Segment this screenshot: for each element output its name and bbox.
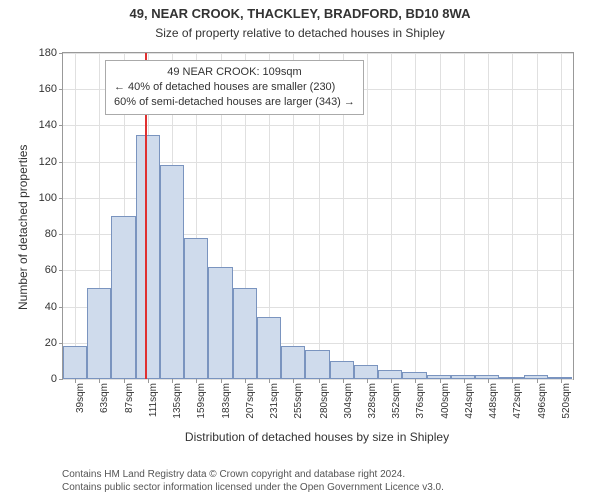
histogram-bar <box>451 375 475 379</box>
histogram-bar <box>548 377 572 379</box>
y-tick-mark <box>59 379 63 380</box>
figure-container: { "title": { "main": "49, NEAR CROOK, TH… <box>0 0 600 500</box>
histogram-bar <box>208 267 232 379</box>
histogram-bar <box>499 377 523 379</box>
y-tick-label: 20 <box>45 337 57 349</box>
x-tick-label: 352sqm <box>391 383 402 419</box>
y-tick-mark <box>59 307 63 308</box>
y-tick-mark <box>59 162 63 163</box>
y-tick-mark <box>59 198 63 199</box>
histogram-bar <box>354 365 378 379</box>
x-tick-label: 424sqm <box>464 383 475 419</box>
gridline-v <box>488 53 489 379</box>
attribution-footer: Contains HM Land Registry data © Crown c… <box>62 468 444 494</box>
gridline-v <box>367 53 368 379</box>
y-tick-label: 160 <box>39 83 57 95</box>
x-tick-label: 63sqm <box>99 383 110 413</box>
annotation-box: 49 NEAR CROOK: 109sqm ← 40% of detached … <box>105 60 364 115</box>
histogram-bar <box>160 165 184 379</box>
histogram-bar <box>111 216 135 379</box>
y-tick-mark <box>59 234 63 235</box>
gridline-v <box>537 53 538 379</box>
x-tick-label: 400sqm <box>440 383 451 419</box>
gridline-v <box>75 53 76 379</box>
histogram-bar <box>257 317 281 379</box>
x-tick-label: 520sqm <box>561 383 572 419</box>
histogram-bar <box>136 135 160 380</box>
histogram-bar <box>87 288 111 379</box>
x-tick-label: 111sqm <box>148 383 159 417</box>
gridline-v <box>464 53 465 379</box>
histogram-bar <box>475 375 499 379</box>
gridline-v <box>512 53 513 379</box>
x-tick-label: 231sqm <box>269 383 280 419</box>
footer-line-2: Contains public sector information licen… <box>62 481 444 494</box>
histogram-bar <box>427 375 451 379</box>
y-axis-label: Number of detached properties <box>16 145 30 310</box>
chart-subtitle: Size of property relative to detached ho… <box>0 26 600 40</box>
y-tick-mark <box>59 125 63 126</box>
histogram-bar <box>281 346 305 379</box>
annotation-larger: 60% of semi-detached houses are larger (… <box>114 95 355 110</box>
annotation-title: 49 NEAR CROOK: 109sqm <box>114 65 355 80</box>
x-tick-label: 280sqm <box>319 383 330 419</box>
gridline-v <box>561 53 562 379</box>
x-tick-label: 328sqm <box>367 383 378 419</box>
y-tick-label: 120 <box>39 156 57 168</box>
y-tick-label: 40 <box>45 301 57 313</box>
y-tick-label: 0 <box>51 373 57 385</box>
x-tick-label: 376sqm <box>415 383 426 419</box>
chart-title: 49, NEAR CROOK, THACKLEY, BRADFORD, BD10… <box>0 6 600 21</box>
gridline-v <box>391 53 392 379</box>
gridline-v <box>440 53 441 379</box>
x-tick-label: 159sqm <box>196 383 207 419</box>
histogram-bar <box>305 350 329 379</box>
gridline-v <box>415 53 416 379</box>
x-tick-label: 207sqm <box>245 383 256 419</box>
x-tick-label: 496sqm <box>537 383 548 419</box>
y-tick-mark <box>59 343 63 344</box>
x-tick-label: 255sqm <box>293 383 304 419</box>
x-tick-label: 472sqm <box>512 383 523 419</box>
x-tick-label: 87sqm <box>124 383 135 413</box>
y-tick-mark <box>59 89 63 90</box>
histogram-bar <box>184 238 208 379</box>
x-tick-label: 39sqm <box>75 383 86 413</box>
annotation-smaller: ← 40% of detached houses are smaller (23… <box>114 80 355 95</box>
histogram-bar <box>330 361 354 379</box>
y-tick-mark <box>59 53 63 54</box>
histogram-bar <box>378 370 402 379</box>
x-tick-label: 183sqm <box>221 383 232 419</box>
histogram-bar <box>524 375 548 379</box>
y-tick-mark <box>59 270 63 271</box>
histogram-bar <box>233 288 257 379</box>
histogram-bar <box>402 372 426 379</box>
y-tick-label: 180 <box>39 47 57 59</box>
y-tick-label: 140 <box>39 119 57 131</box>
x-axis-label: Distribution of detached houses by size … <box>62 430 572 444</box>
y-tick-label: 60 <box>45 264 57 276</box>
y-tick-label: 80 <box>45 228 57 240</box>
x-tick-label: 135sqm <box>172 383 183 419</box>
histogram-bar <box>63 346 87 379</box>
y-tick-label: 100 <box>39 192 57 204</box>
x-tick-label: 304sqm <box>343 383 354 419</box>
footer-line-1: Contains HM Land Registry data © Crown c… <box>62 468 444 481</box>
x-tick-label: 448sqm <box>488 383 499 419</box>
